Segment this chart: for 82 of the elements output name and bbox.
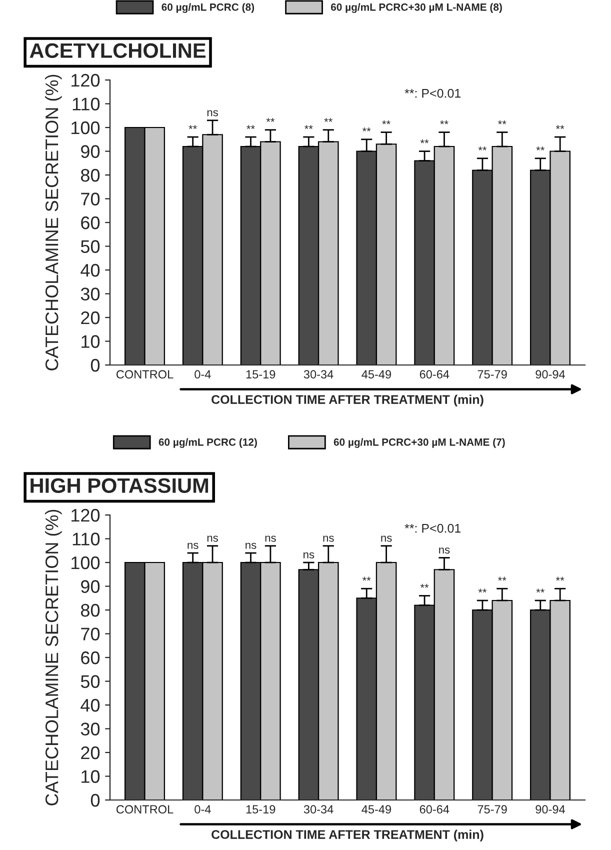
y-tick-label: 60 <box>81 216 100 230</box>
x-tick-label: 30-34 <box>304 805 334 814</box>
data-label: ** <box>556 125 564 130</box>
data-label: ns <box>246 542 256 549</box>
y-tick-label: 90 <box>81 145 100 158</box>
data-label: ** <box>478 146 487 150</box>
y-tick-label: 20 <box>81 746 100 760</box>
y-tick-label: 110 <box>72 98 100 110</box>
x-tick-label: 90-94 <box>536 805 565 814</box>
data-label: ** <box>266 118 275 122</box>
y-tick-label: 80 <box>80 604 100 617</box>
x-tick-label: 60-64 <box>420 805 450 814</box>
data-label: ** <box>498 120 506 124</box>
data-label: ** <box>382 120 390 124</box>
x-tick-label: 60-64 <box>420 370 450 379</box>
data-label: ns <box>304 552 314 558</box>
data-label: ns <box>381 536 392 542</box>
x-axis-title: COLLECTION TIME AFTER TREATMENT (min) <box>212 394 484 406</box>
y-tick-label: 40 <box>80 264 100 277</box>
data-label: ** <box>536 146 545 150</box>
y-tick-label: 50 <box>80 675 100 688</box>
data-label: ** <box>420 139 429 144</box>
data-label: ** <box>362 128 371 132</box>
annotation: **: P<0.01 <box>404 88 461 98</box>
y-tick-label: 70 <box>81 192 100 206</box>
x-tick-label: 15-19 <box>246 370 276 379</box>
chart-title: ACETYLCHOLINE <box>30 43 206 58</box>
y-tick-label: 120 <box>72 508 100 522</box>
data-label: ns <box>265 536 276 542</box>
x-tick-label: CONTROL <box>116 805 174 814</box>
x-tick-label: 45-49 <box>362 805 391 814</box>
data-label: ** <box>188 125 197 130</box>
data-label: ** <box>304 125 313 130</box>
x-tick-label: 0-4 <box>194 370 211 379</box>
data-label: ns <box>323 536 334 542</box>
legend-label: 60 µg/mL PCRC (12) <box>158 438 257 448</box>
x-tick-label: 45-49 <box>362 370 391 379</box>
data-label: ns <box>207 110 218 116</box>
y-tick-label: 10 <box>82 770 100 783</box>
y-tick-label: 30 <box>80 288 100 300</box>
y-tick-label: 0 <box>90 358 100 372</box>
data-label: ns <box>439 548 450 554</box>
legend-label: 60 µg/mL PCRC (8) <box>162 3 254 13</box>
x-tick-label: 15-19 <box>246 805 276 814</box>
data-label: ** <box>324 118 333 122</box>
y-tick-label: 60 <box>81 651 100 664</box>
y-tick-label: 40 <box>80 698 100 712</box>
y-tick-label: 30 <box>80 722 100 736</box>
x-tick-label: 75-79 <box>478 370 507 379</box>
y-tick-label: 120 <box>72 74 100 87</box>
x-tick-label: 0-4 <box>194 805 211 814</box>
data-label: ** <box>556 576 564 581</box>
y-tick-label: 100 <box>72 556 100 570</box>
y-tick-label: 20 <box>81 311 100 324</box>
y-tick-label: 80 <box>80 168 100 182</box>
y-tick-label: 90 <box>81 580 100 593</box>
y-tick-label: 100 <box>72 121 100 134</box>
x-tick-label: 75-79 <box>478 805 507 814</box>
y-axis-title: CATECHOLAMINE SECRETION (%) <box>44 74 62 370</box>
chart-title: HIGH POTASSIUM <box>30 478 208 493</box>
y-axis-title: CATECHOLAMINE SECRETION (%) <box>44 510 62 806</box>
y-tick-label: 50 <box>80 240 100 253</box>
data-label: ** <box>362 576 371 581</box>
x-tick-label: 30-34 <box>304 370 334 379</box>
data-label: ns <box>188 542 198 549</box>
data-label: ** <box>498 576 506 581</box>
legend-label: 60 µg/mL PCRC+30 µM L-NAME (8) <box>330 3 502 13</box>
data-label: ** <box>420 584 429 588</box>
x-axis-title: COLLECTION TIME AFTER TREATMENT (min) <box>212 830 484 842</box>
y-tick-label: 0 <box>90 794 100 807</box>
y-tick-label: 110 <box>72 532 100 546</box>
y-tick-label: 70 <box>81 628 100 640</box>
annotation: **: P<0.01 <box>404 524 461 533</box>
x-tick-label: CONTROL <box>116 370 174 379</box>
data-label: ns <box>207 536 218 542</box>
x-tick-label: 90-94 <box>536 370 565 379</box>
data-label: ** <box>536 588 545 593</box>
data-label: ** <box>440 120 448 124</box>
data-label: ** <box>246 125 255 130</box>
legend-label: 60 µg/mL PCRC+30 µM L-NAME (7) <box>334 438 505 448</box>
y-tick-label: 10 <box>82 335 100 348</box>
data-label: ** <box>478 588 487 593</box>
